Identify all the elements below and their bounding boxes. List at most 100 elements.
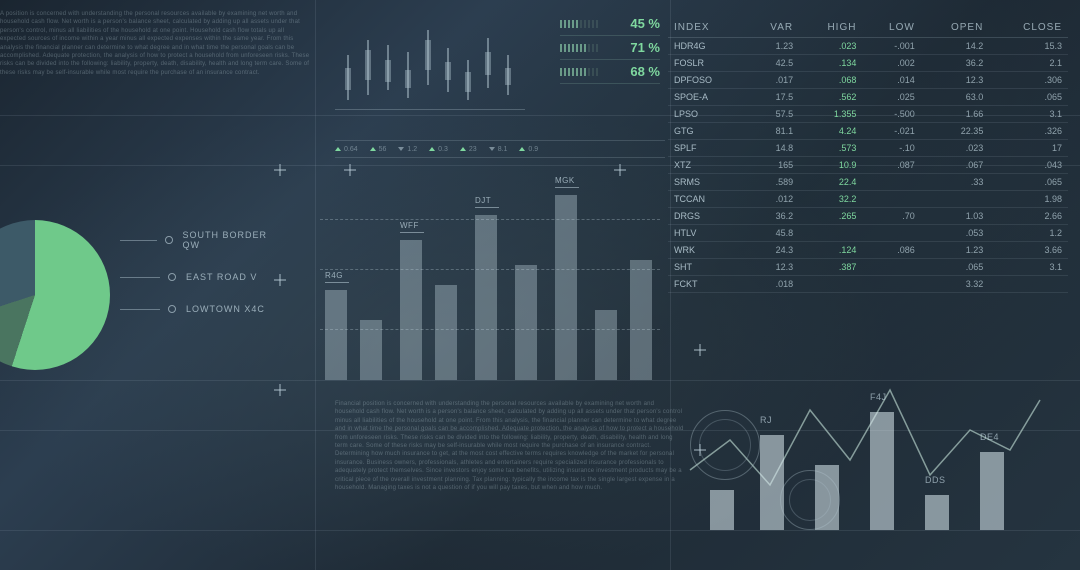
table-header: HIGH [799, 18, 862, 38]
pct-row: 71 % [560, 36, 660, 60]
table-cell: .023 [799, 38, 862, 55]
table-cell: .326 [989, 123, 1068, 140]
table-cell: -.001 [862, 38, 920, 55]
table-cell: FCKT [668, 276, 745, 293]
ticker-row: 0.64561.20.3238.10.9 [335, 140, 665, 158]
table-cell [862, 276, 920, 293]
bar [555, 195, 577, 380]
table-cell: .025 [862, 89, 920, 106]
table-header: VAR [745, 18, 799, 38]
table-cell: -.500 [862, 106, 920, 123]
table-header: CLOSE [989, 18, 1068, 38]
pct-row: 45 % [560, 12, 660, 36]
bar [475, 215, 497, 380]
table-cell: 22.35 [921, 123, 990, 140]
table-cell: 10.9 [799, 157, 862, 174]
table-cell: 81.1 [745, 123, 799, 140]
dial [690, 410, 760, 480]
table-cell [862, 191, 920, 208]
table-cell: .70 [862, 208, 920, 225]
table-cell: 1.03 [921, 208, 990, 225]
table-cell: FOSLR [668, 55, 745, 72]
br-bar-label: DDS [925, 475, 946, 485]
table-cell: .086 [862, 242, 920, 259]
table-cell: .018 [745, 276, 799, 293]
pie-label: EAST ROAD V [186, 272, 257, 282]
table-cell: 36.2 [921, 55, 990, 72]
br-bar-label: F4J [870, 392, 887, 402]
table-row: LPSO57.51.355-.5001.663.1 [668, 106, 1068, 123]
table-cell: -.021 [862, 123, 920, 140]
table-cell [862, 225, 920, 242]
table-row: HDR4G1.23.023-.00114.215.3 [668, 38, 1068, 55]
table-row: FOSLR42.5.134.00236.22.1 [668, 55, 1068, 72]
table-row: DRGS36.2.265.701.032.66 [668, 208, 1068, 225]
table-cell: .065 [921, 259, 990, 276]
table-cell: 4.24 [799, 123, 862, 140]
table-header: OPEN [921, 18, 990, 38]
table-cell: .589 [745, 174, 799, 191]
table-cell: 15.3 [989, 38, 1068, 55]
table-row: SHT12.3.387.0653.1 [668, 259, 1068, 276]
table-cell [799, 225, 862, 242]
table-cell: 12.3 [745, 259, 799, 276]
table-row: HTLV45.8 .0531.2 [668, 225, 1068, 242]
table-row: FCKT.018 3.32 [668, 276, 1068, 293]
table-row: XTZ16510.9.087.067.043 [668, 157, 1068, 174]
table-cell: 2.1 [989, 55, 1068, 72]
br-bar-label: RJ [760, 415, 772, 425]
pct-value: 71 % [630, 40, 660, 55]
info-text-top-left: A position is concerned with understandi… [0, 10, 310, 77]
table-cell: HTLV [668, 225, 745, 242]
table-cell: .065 [989, 89, 1068, 106]
bar [435, 285, 457, 380]
table-cell: SPOE-A [668, 89, 745, 106]
table-cell: .573 [799, 140, 862, 157]
pie-chart: SOUTH BORDER QW EAST ROAD V LOWTOWN X4C [0, 210, 280, 380]
table-cell [799, 276, 862, 293]
table-row: SPOE-A17.5.562.02563.0.065 [668, 89, 1068, 106]
table-cell: .012 [745, 191, 799, 208]
candle-axis [335, 109, 525, 110]
table-row: DPFOSO.017.068.01412.3.306 [668, 72, 1068, 89]
pct-value: 45 % [630, 16, 660, 31]
bar-label: DJT [475, 196, 491, 205]
table-cell: 3.1 [989, 259, 1068, 276]
bar [325, 290, 347, 380]
bar-chart-center: R4GWFFDJTMGK [320, 180, 660, 380]
table-cell: TCCAN [668, 191, 745, 208]
market-data-table: INDEXVARHIGHLOWOPENCLOSE HDR4G1.23.023-.… [668, 18, 1068, 293]
table-cell: SPLF [668, 140, 745, 157]
table-cell [862, 259, 920, 276]
pct-row: 68 % [560, 60, 660, 84]
table-cell: WRK [668, 242, 745, 259]
pie-label-row: SOUTH BORDER QW [120, 230, 280, 250]
table-cell: 14.8 [745, 140, 799, 157]
table-cell [862, 174, 920, 191]
table-cell: .065 [989, 174, 1068, 191]
table-cell: .014 [862, 72, 920, 89]
pct-value: 68 % [630, 64, 660, 79]
dial [780, 470, 840, 530]
table-cell: 45.8 [745, 225, 799, 242]
bar [630, 260, 652, 380]
table-cell: DRGS [668, 208, 745, 225]
table-cell: 2.66 [989, 208, 1068, 225]
pie-label-row: EAST ROAD V [120, 272, 280, 282]
table-cell: 3.32 [921, 276, 990, 293]
bar [400, 240, 422, 380]
table-cell: 1.2 [989, 225, 1068, 242]
table-cell: .053 [921, 225, 990, 242]
table-cell: LPSO [668, 106, 745, 123]
pie-label-row: LOWTOWN X4C [120, 304, 280, 314]
table-row: WRK24.3.124.0861.233.66 [668, 242, 1068, 259]
table-cell: .043 [989, 157, 1068, 174]
percentage-panel: 45 % 71 % 68 % [560, 12, 660, 84]
table-cell: 165 [745, 157, 799, 174]
table-cell: .023 [921, 140, 990, 157]
table-cell: 3.66 [989, 242, 1068, 259]
bar [515, 265, 537, 380]
table-cell: .134 [799, 55, 862, 72]
table-cell: 14.2 [921, 38, 990, 55]
bar-label: WFF [400, 221, 419, 230]
